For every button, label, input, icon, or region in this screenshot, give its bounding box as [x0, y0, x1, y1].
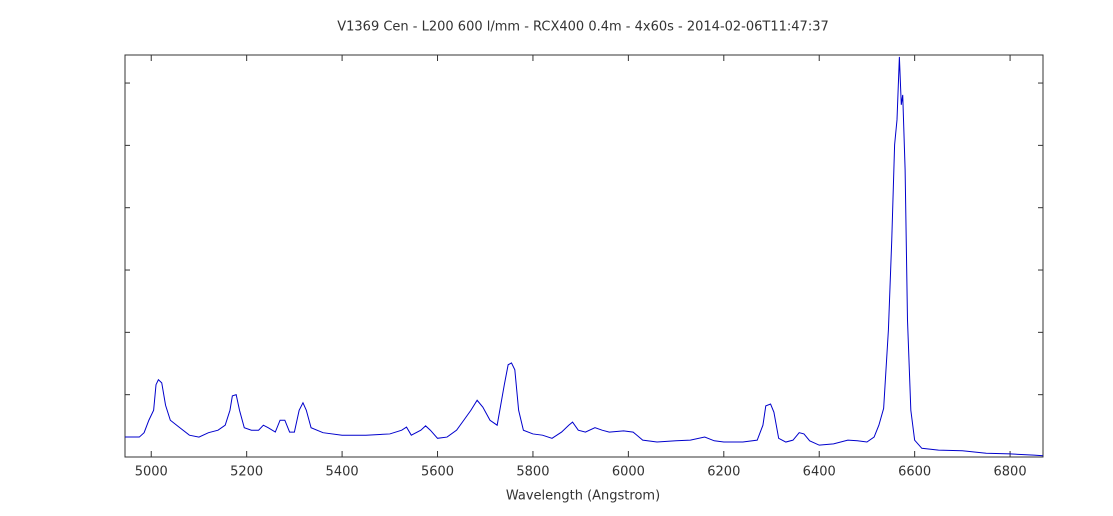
spectrum-line — [125, 56, 1044, 457]
chart-title: V1369 Cen - L200 600 l/mm - RCX400 0.4m … — [337, 20, 829, 35]
plot-frame — [124, 54, 1044, 458]
x-tick-label: 5800 — [516, 465, 549, 480]
x-tick-label: 5600 — [421, 465, 454, 480]
x-tick-label: 5400 — [326, 465, 359, 480]
x-tick-label: 6400 — [803, 465, 836, 480]
x-tick-label: 5200 — [230, 465, 263, 480]
x-tick-label: 6200 — [707, 465, 740, 480]
x-tick-label: 6800 — [994, 465, 1027, 480]
x-tick-label: 6600 — [898, 465, 931, 480]
x-axis-label: Wavelength (Angstrom) — [506, 489, 660, 504]
x-tick-label: 6000 — [612, 465, 645, 480]
x-tick-label: 5000 — [135, 465, 168, 480]
